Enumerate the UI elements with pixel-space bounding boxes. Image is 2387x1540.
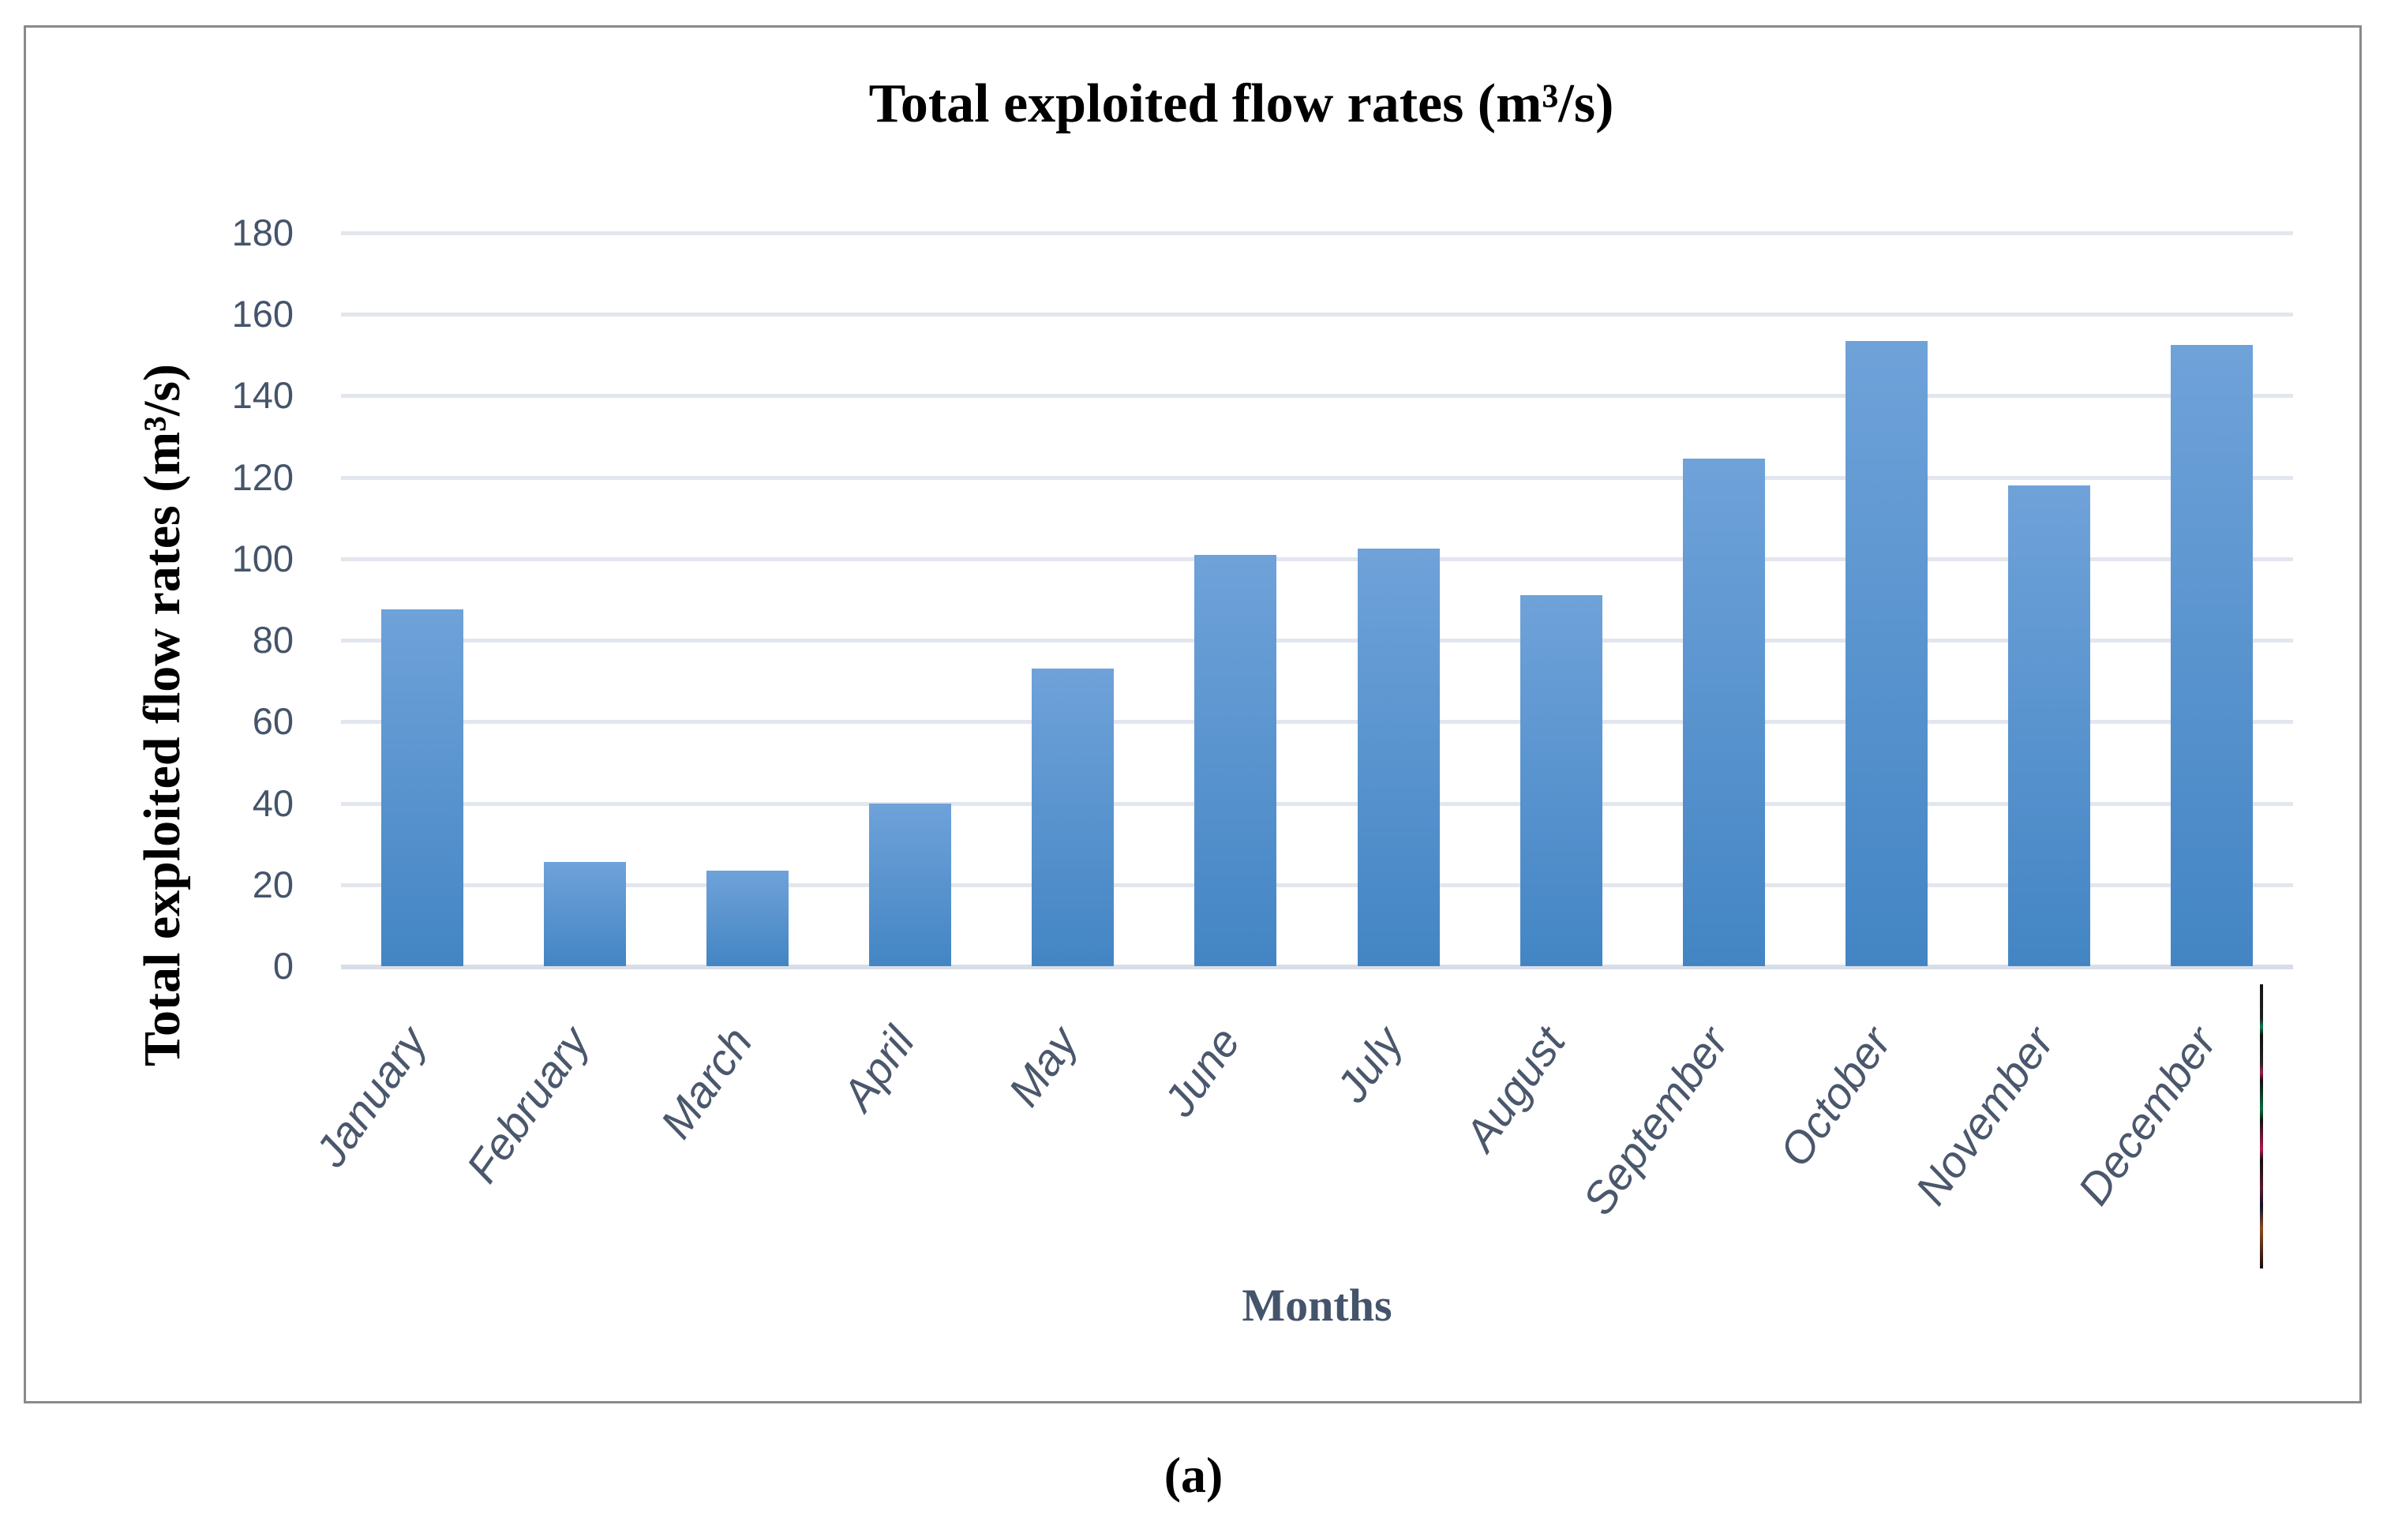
gridline-40 — [341, 801, 2293, 806]
bar-november — [2007, 485, 2090, 966]
gridline-60 — [341, 720, 2293, 725]
bar-february — [544, 862, 627, 966]
gridline-160 — [341, 313, 2293, 317]
bar-july — [1357, 548, 1440, 966]
bar-january — [381, 609, 464, 966]
gridline-20 — [341, 882, 2293, 887]
y-tick-label-160: 160 — [231, 293, 294, 335]
stray-artifact-line — [2260, 984, 2263, 1268]
gridline-80 — [341, 639, 2293, 643]
x-tick-label-march: March — [650, 1017, 762, 1148]
x-tick-label-november: November — [1905, 1017, 2063, 1214]
y-tick-label-180: 180 — [231, 212, 294, 253]
bar-june — [1194, 554, 1277, 966]
x-tick-label-august: August — [1455, 1017, 1576, 1160]
x-tick-label-june: June — [1153, 1017, 1250, 1126]
x-tick-label-may: May — [998, 1017, 1087, 1115]
x-tick-label-october: October — [1769, 1017, 1901, 1175]
x-axis-title: Months — [1242, 1280, 1392, 1331]
x-tick-label-january: January — [305, 1017, 437, 1175]
gridline-120 — [341, 475, 2293, 480]
x-tick-label-september: September — [1572, 1017, 1738, 1224]
y-tick-label-100: 100 — [231, 537, 294, 579]
y-tick-label-120: 120 — [231, 455, 294, 498]
x-tick-label-july: July — [1326, 1017, 1412, 1111]
x-axis-baseline — [341, 965, 2293, 969]
y-tick-label-0: 0 — [272, 945, 294, 987]
bar-august — [1520, 595, 1602, 966]
x-tick-label-april: April — [832, 1017, 924, 1119]
x-tick-label-december: December — [2067, 1017, 2226, 1214]
bar-december — [2170, 344, 2253, 966]
y-tick-label-60: 60 — [252, 700, 294, 743]
figure-caption: (a) — [1164, 1447, 1223, 1503]
bar-may — [1032, 669, 1115, 966]
y-tick-label-140: 140 — [231, 374, 294, 417]
chart-title: Total exploited flow rates (m³/s) — [868, 73, 1614, 134]
gridline-100 — [341, 556, 2293, 561]
bar-september — [1682, 459, 1765, 966]
bar-october — [1845, 340, 1928, 966]
x-tick-label-february: February — [456, 1017, 599, 1192]
y-tick-label-80: 80 — [252, 619, 294, 661]
bar-april — [869, 803, 952, 966]
bar-march — [706, 870, 789, 966]
y-tick-label-40: 40 — [252, 781, 294, 824]
gridline-140 — [341, 394, 2293, 399]
gridline-180 — [341, 231, 2293, 235]
y-tick-label-20: 20 — [252, 863, 294, 905]
